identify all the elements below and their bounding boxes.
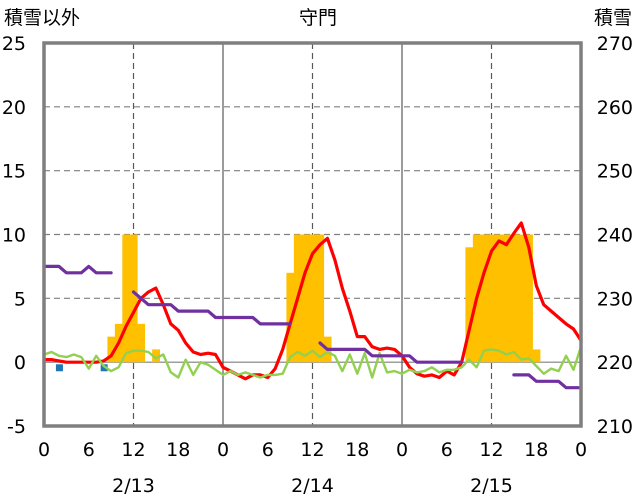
precip-bar	[502, 234, 511, 363]
date-label: 2/15	[470, 475, 513, 497]
left-axis-label: 積雪以外	[4, 7, 80, 29]
right-tick-labels: 210 220 230 240 250 260 270	[597, 33, 633, 438]
date-label: 2/13	[112, 475, 155, 497]
date-labels: 2/13 2/14 2/15	[112, 475, 513, 497]
x-tick-label: 6	[262, 439, 274, 461]
x-tick-label: 18	[345, 439, 369, 461]
snow_depth-line	[42, 264, 113, 275]
blue-markers	[55, 364, 108, 372]
left-tick-label: 0	[14, 352, 26, 374]
temperature-line	[42, 221, 583, 381]
right-tick-label: 260	[597, 97, 633, 119]
precip-bar	[122, 234, 131, 363]
precip-bar	[152, 349, 161, 363]
right-axis-label: 積雪	[594, 7, 632, 29]
right-tick-label: 240	[597, 225, 633, 247]
precip-bar	[495, 234, 504, 363]
precip-bar	[316, 234, 325, 363]
right-tick-label: 270	[597, 33, 633, 55]
x-tick-label: 12	[121, 439, 145, 461]
snow_depth-line	[512, 373, 583, 390]
precip-bar	[532, 349, 541, 363]
right-tick-label: 250	[597, 161, 633, 183]
precip-bar	[487, 234, 496, 363]
chart-title: 守門	[299, 7, 337, 29]
left-tick-label: 20	[2, 97, 26, 119]
x-tick-label: 0	[575, 439, 587, 461]
precip-bar	[517, 234, 526, 363]
right-tick-label: 230	[597, 288, 633, 310]
precip-bar	[107, 336, 116, 363]
precip-bar	[525, 234, 533, 363]
left-tick-label: 25	[2, 33, 26, 55]
left-tick-labels: -5 0 5 10 15 20 25	[2, 33, 26, 438]
precip-bar	[129, 234, 138, 363]
precip-bar	[301, 234, 310, 363]
x-tick-label: 12	[300, 439, 324, 461]
x-tick-label: 12	[479, 439, 503, 461]
x-tick-label: 0	[38, 439, 50, 461]
precip-bar	[480, 234, 489, 363]
date-label: 2/14	[291, 475, 334, 497]
wind-line	[42, 345, 583, 379]
x-tick-label: 18	[166, 439, 190, 461]
plot-frame	[42, 41, 583, 428]
left-tick-label: -5	[7, 416, 26, 438]
snow_depth-line	[131, 290, 292, 326]
x-tick-label: 0	[396, 439, 408, 461]
x-tick-labels: 0 6 12 18 0 6 12 18 0 6 12 18 0	[38, 439, 587, 461]
snow_depth-line	[318, 341, 464, 364]
precip-bar	[308, 234, 317, 363]
left-tick-label: 15	[2, 161, 26, 183]
series-lines	[42, 221, 583, 390]
right-tick-label: 220	[597, 352, 633, 374]
x-tick-label: 6	[441, 439, 453, 461]
precip-bar	[510, 234, 519, 363]
precip-bar	[137, 323, 146, 363]
blue-marker	[55, 364, 63, 372]
x-tick-label: 6	[83, 439, 95, 461]
precip-bar	[465, 247, 474, 363]
x-tick-label: 18	[524, 439, 548, 461]
left-tick-label: 10	[2, 225, 26, 247]
right-tick-label: 210	[597, 416, 633, 438]
left-tick-label: 5	[14, 288, 26, 310]
x-tick-label: 0	[217, 439, 229, 461]
